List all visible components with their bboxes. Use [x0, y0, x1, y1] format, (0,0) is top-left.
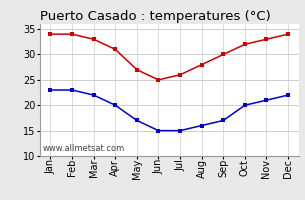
Text: Puerto Casado : temperatures (°C): Puerto Casado : temperatures (°C)	[40, 10, 271, 23]
Text: www.allmetsat.com: www.allmetsat.com	[42, 144, 124, 153]
